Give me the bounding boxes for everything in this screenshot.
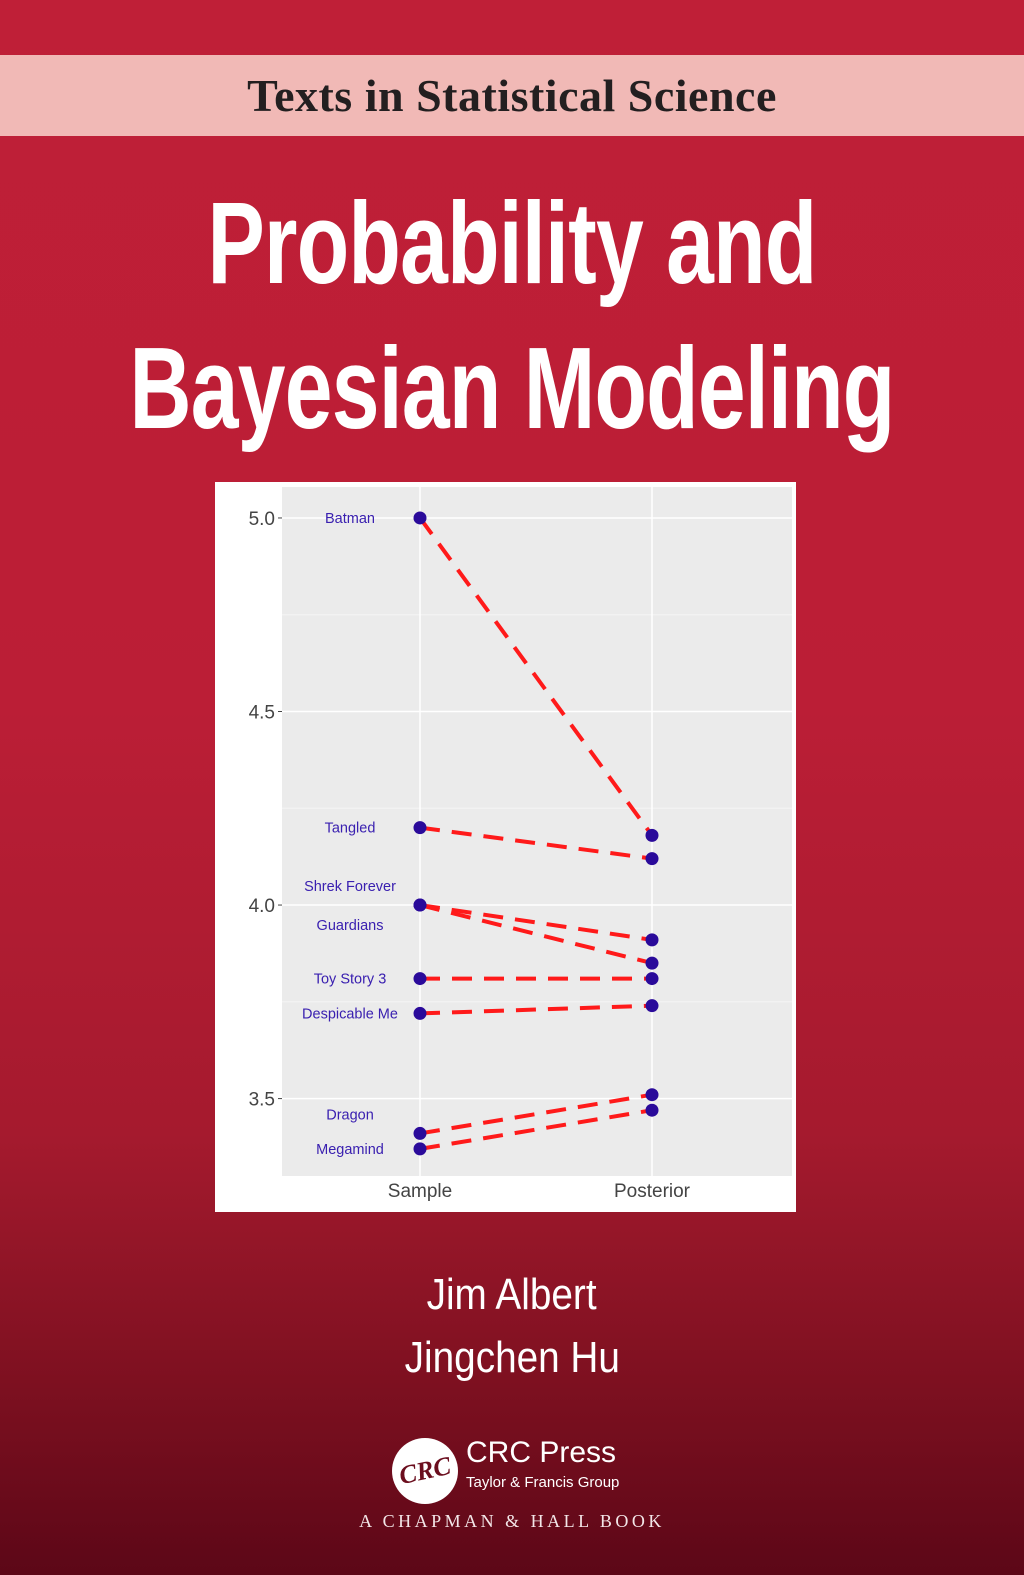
series-banner: Texts in Statistical Science <box>0 55 1024 136</box>
author-name-2: Jingchen Hu <box>404 1333 620 1382</box>
cover-chart: 3.5 4.0 4.5 5.0 Sample Posterior Batman Tangled… <box>215 482 796 1212</box>
series-line <box>419 1108 653 1151</box>
data-point <box>645 1088 659 1102</box>
data-point <box>645 852 659 866</box>
title-text-1: Probability and <box>207 178 818 308</box>
series-line <box>419 1003 653 1016</box>
data-point <box>413 1142 427 1156</box>
series-label: Guardians <box>317 918 384 934</box>
data-point <box>645 956 659 970</box>
series-label: Tangled <box>325 821 376 837</box>
crc-logo-text: CRC <box>396 1450 454 1491</box>
data-point <box>645 828 659 842</box>
y-tick-label: 4.0 <box>249 896 275 917</box>
x-tick-label: Posterior <box>614 1181 691 1202</box>
publisher-group: Taylor & Francis Group <box>466 1474 620 1491</box>
y-tick-label: 5.0 <box>249 509 275 530</box>
data-point <box>645 933 659 947</box>
author-name-1: Jim Albert <box>426 1270 597 1319</box>
plot-panel <box>282 487 792 1176</box>
x-tick-label: Sample <box>388 1181 452 1202</box>
data-point <box>413 1126 427 1140</box>
author-1: Jim Albert <box>0 1270 1024 1320</box>
book-title-line-2: Bayesian Modeling <box>0 330 1024 450</box>
y-tick-label: 3.5 <box>249 1090 275 1111</box>
series-label: Megamind <box>316 1142 384 1158</box>
imprint: A CHAPMAN & HALL BOOK <box>359 1511 665 1531</box>
data-point <box>413 898 427 912</box>
data-point <box>413 511 427 525</box>
data-point <box>413 821 427 835</box>
data-point <box>645 1103 659 1117</box>
data-point <box>645 972 659 986</box>
series-label: Batman <box>325 511 375 527</box>
publisher-name: CRC Press <box>466 1436 617 1469</box>
series-line <box>419 1092 653 1136</box>
series-name: Texts in Statistical Science <box>247 70 777 121</box>
data-point <box>413 1006 427 1020</box>
series-label: Toy Story 3 <box>314 972 387 988</box>
author-2: Jingchen Hu <box>0 1333 1024 1383</box>
crc-logo: CRC <box>392 1438 458 1504</box>
series-line <box>419 825 653 861</box>
chart-svg: 3.5 4.0 4.5 5.0 Sample Posterior Batman Tangled… <box>249 487 792 1202</box>
data-point <box>413 972 427 986</box>
series-label: Shrek Forever <box>304 879 396 895</box>
book-title-line-1: Probability and <box>0 185 1024 305</box>
data-point <box>645 999 659 1013</box>
series-line <box>419 903 653 942</box>
series-line <box>419 903 653 966</box>
y-tick-label: 4.5 <box>249 703 275 724</box>
title-text-2: Bayesian Modeling <box>129 323 896 453</box>
series-label: Dragon <box>326 1107 374 1123</box>
series-line <box>418 516 654 837</box>
series-label: Despicable Me <box>302 1006 398 1022</box>
